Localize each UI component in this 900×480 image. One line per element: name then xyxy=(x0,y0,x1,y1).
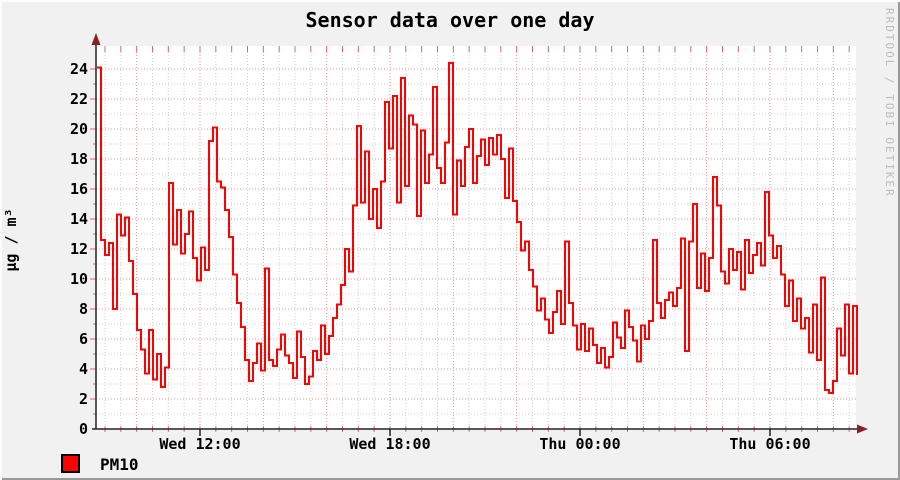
y-tick-label: 18 xyxy=(70,150,88,168)
watermark: RRDTOOL / TOBI OETIKER xyxy=(883,8,896,198)
y-axis-unit-label: µg / m³ xyxy=(2,208,20,271)
axes xyxy=(91,33,868,434)
y-tick-label: 14 xyxy=(70,210,88,228)
y-tick-label: 2 xyxy=(79,390,88,408)
x-tick-label: Wed 18:00 xyxy=(349,435,430,453)
y-tick-label: 16 xyxy=(70,180,88,198)
y-tick-label: 24 xyxy=(70,60,88,78)
y-tick-label: 0 xyxy=(79,420,88,438)
x-tick-label: Thu 06:00 xyxy=(729,435,810,453)
y-tick-label: 12 xyxy=(70,240,88,258)
x-tick-label: Wed 12:00 xyxy=(159,435,240,453)
y-tick-label: 8 xyxy=(79,300,88,318)
y-tick-label: 20 xyxy=(70,120,88,138)
legend-swatch-pm10 xyxy=(61,454,80,473)
chart-title: Sensor data over one day xyxy=(306,8,595,32)
grid-lines xyxy=(96,46,856,429)
y-tick-label: 10 xyxy=(70,270,88,288)
pm10-series-line xyxy=(97,62,858,394)
legend-label-pm10: PM10 xyxy=(100,455,139,474)
y-tick-label: 4 xyxy=(79,360,88,378)
legend: PM10 xyxy=(61,454,139,474)
y-tick-label: 6 xyxy=(79,330,88,348)
x-tick-label: Thu 00:00 xyxy=(539,435,620,453)
plot-area xyxy=(96,46,856,429)
y-tick-label: 22 xyxy=(70,90,88,108)
